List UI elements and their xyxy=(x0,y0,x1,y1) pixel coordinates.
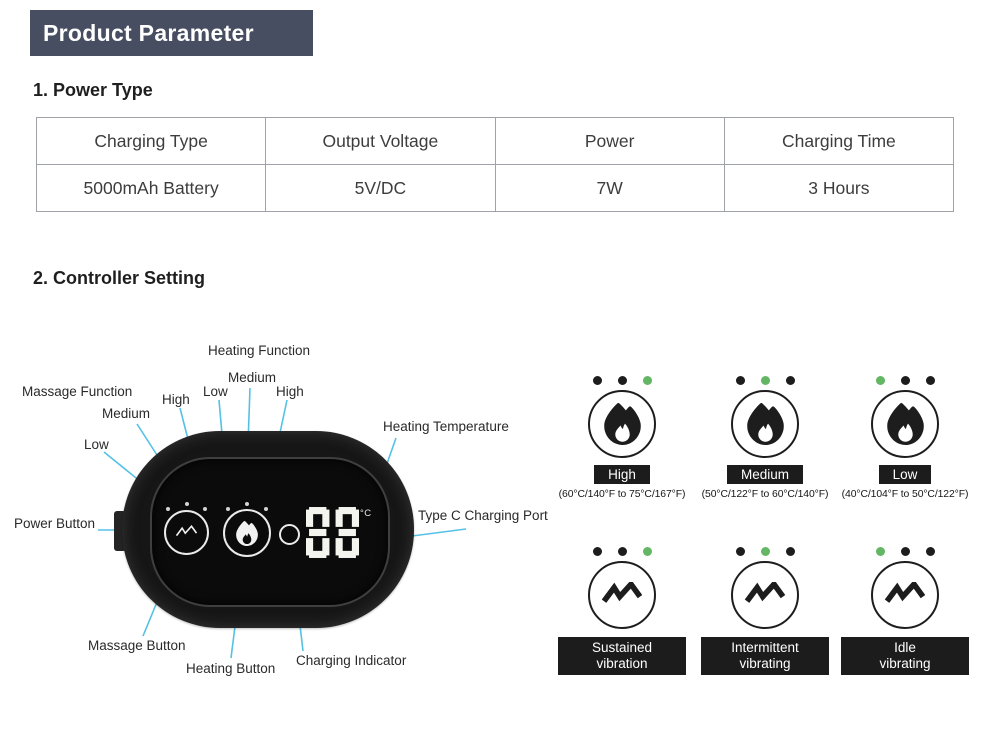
table-header-cell: Power xyxy=(494,117,725,165)
table-header-cell: Charging Type xyxy=(35,117,267,165)
mode-indicator-dots xyxy=(695,547,835,556)
flame-icon xyxy=(236,521,258,546)
massage-button[interactable] xyxy=(164,510,209,555)
label-heating-low: Low xyxy=(203,384,228,399)
label-massage-medium: Medium xyxy=(102,406,151,421)
section-heading-power-type: 1. Power Type xyxy=(33,80,153,100)
indicator-dot xyxy=(900,547,910,556)
vibration-mode-card-idle: Idle vibrating xyxy=(835,547,975,675)
label-heating-function: Heating Function xyxy=(208,343,311,358)
indicator-dot xyxy=(642,376,652,385)
table-value-cell: 5V/DC xyxy=(265,164,496,212)
label-heating-temperature: Heating Temperature xyxy=(383,419,509,434)
label-charging-indicator: Charging Indicator xyxy=(296,653,407,668)
vibration-icon xyxy=(731,561,799,629)
indicator-dot xyxy=(925,547,935,556)
table-value-cell: 3 Hours xyxy=(723,164,955,212)
heating-level-dot-medium xyxy=(245,502,249,506)
indicator-dot xyxy=(735,376,745,385)
heat-mode-card-high: High (60°C/140°F to 75°C/167°F) xyxy=(552,376,692,500)
indicator-dot xyxy=(925,376,935,385)
label-type-c-port: Type C Charging Port xyxy=(418,508,548,523)
indicator-dot xyxy=(785,547,795,556)
heat-mode-card-medium: Medium (50°C/122°F to 60°C/140°F) xyxy=(695,376,835,500)
mode-label: Sustained vibration xyxy=(558,637,686,675)
vibration-icon xyxy=(588,561,656,629)
charging-indicator-light xyxy=(279,524,300,545)
flame-icon xyxy=(731,390,799,458)
mode-label: High xyxy=(594,465,650,484)
massage-level-dot-low xyxy=(166,507,170,511)
vibration-mode-card-intermittent: Intermittent vibrating xyxy=(695,547,835,675)
indicator-dot xyxy=(875,547,885,556)
vibration-mode-card-sustained: Sustained vibration xyxy=(552,547,692,675)
heating-button[interactable] xyxy=(223,509,271,557)
vibration-icon xyxy=(871,561,939,629)
mode-indicator-dots xyxy=(552,376,692,385)
massage-level-dot-medium xyxy=(185,502,189,506)
label-massage-button: Massage Button xyxy=(88,638,186,653)
label-heating-high: High xyxy=(276,384,304,399)
indicator-dot xyxy=(592,376,602,385)
label-massage-low: Low xyxy=(84,437,109,452)
vibration-icon xyxy=(175,525,198,540)
label-massage-function: Massage Function xyxy=(22,384,133,399)
indicator-dot xyxy=(760,376,770,385)
mode-label: Idle vibrating xyxy=(841,637,969,675)
table-value-row: 5000mAh Battery 5V/DC 7W 3 Hours xyxy=(35,164,955,212)
flame-icon xyxy=(588,390,656,458)
mode-label: Low xyxy=(878,465,932,484)
indicator-dot xyxy=(735,547,745,556)
mode-label: Medium xyxy=(726,465,803,484)
table-header-cell: Charging Time xyxy=(723,117,955,165)
indicator-dot xyxy=(617,376,627,385)
indicator-dot xyxy=(875,376,885,385)
seven-segment-digits xyxy=(306,507,359,558)
massage-level-dot-high xyxy=(203,507,207,511)
temperature-display xyxy=(306,507,359,558)
indicator-dot xyxy=(785,376,795,385)
mode-indicator-dots xyxy=(835,547,975,556)
heating-level-dot-high xyxy=(264,507,268,511)
indicator-dot xyxy=(592,547,602,556)
heat-mode-card-low: Low (40°C/104°F to 50°C/122°F) xyxy=(835,376,975,500)
display-unit: °C xyxy=(360,508,372,519)
mode-label: Intermittent vibrating xyxy=(701,637,829,675)
indicator-dot xyxy=(760,547,770,556)
indicator-dot xyxy=(617,547,627,556)
mode-indicator-dots xyxy=(835,376,975,385)
table-header-cell: Output Voltage xyxy=(265,117,496,165)
mode-indicator-dots xyxy=(552,547,692,556)
power-type-table: Charging Type Output Voltage Power Charg… xyxy=(35,117,955,212)
indicator-dot xyxy=(900,376,910,385)
mode-temp-range: (50°C/122°F to 60°C/140°F) xyxy=(701,489,829,500)
table-value-cell: 5000mAh Battery xyxy=(35,164,267,212)
label-massage-high: High xyxy=(162,392,190,407)
mode-temp-range: (40°C/104°F to 50°C/122°F) xyxy=(841,489,969,500)
table-value-cell: 7W xyxy=(494,164,725,212)
table-header-row: Charging Type Output Voltage Power Charg… xyxy=(35,117,955,165)
label-heating-button: Heating Button xyxy=(186,661,276,676)
label-heating-medium: Medium xyxy=(228,370,277,385)
label-power-button: Power Button xyxy=(14,516,96,531)
line-type-c-port xyxy=(411,528,467,537)
flame-icon xyxy=(871,390,939,458)
mode-temp-range: (60°C/140°F to 75°C/167°F) xyxy=(558,489,686,500)
heating-level-dot-low xyxy=(226,507,230,511)
page-title-box: Product Parameter xyxy=(30,10,313,56)
section-heading-controller: 2. Controller Setting xyxy=(33,268,206,288)
mode-indicator-dots xyxy=(695,376,835,385)
page-title: Product Parameter xyxy=(43,19,254,46)
indicator-dot xyxy=(642,547,652,556)
